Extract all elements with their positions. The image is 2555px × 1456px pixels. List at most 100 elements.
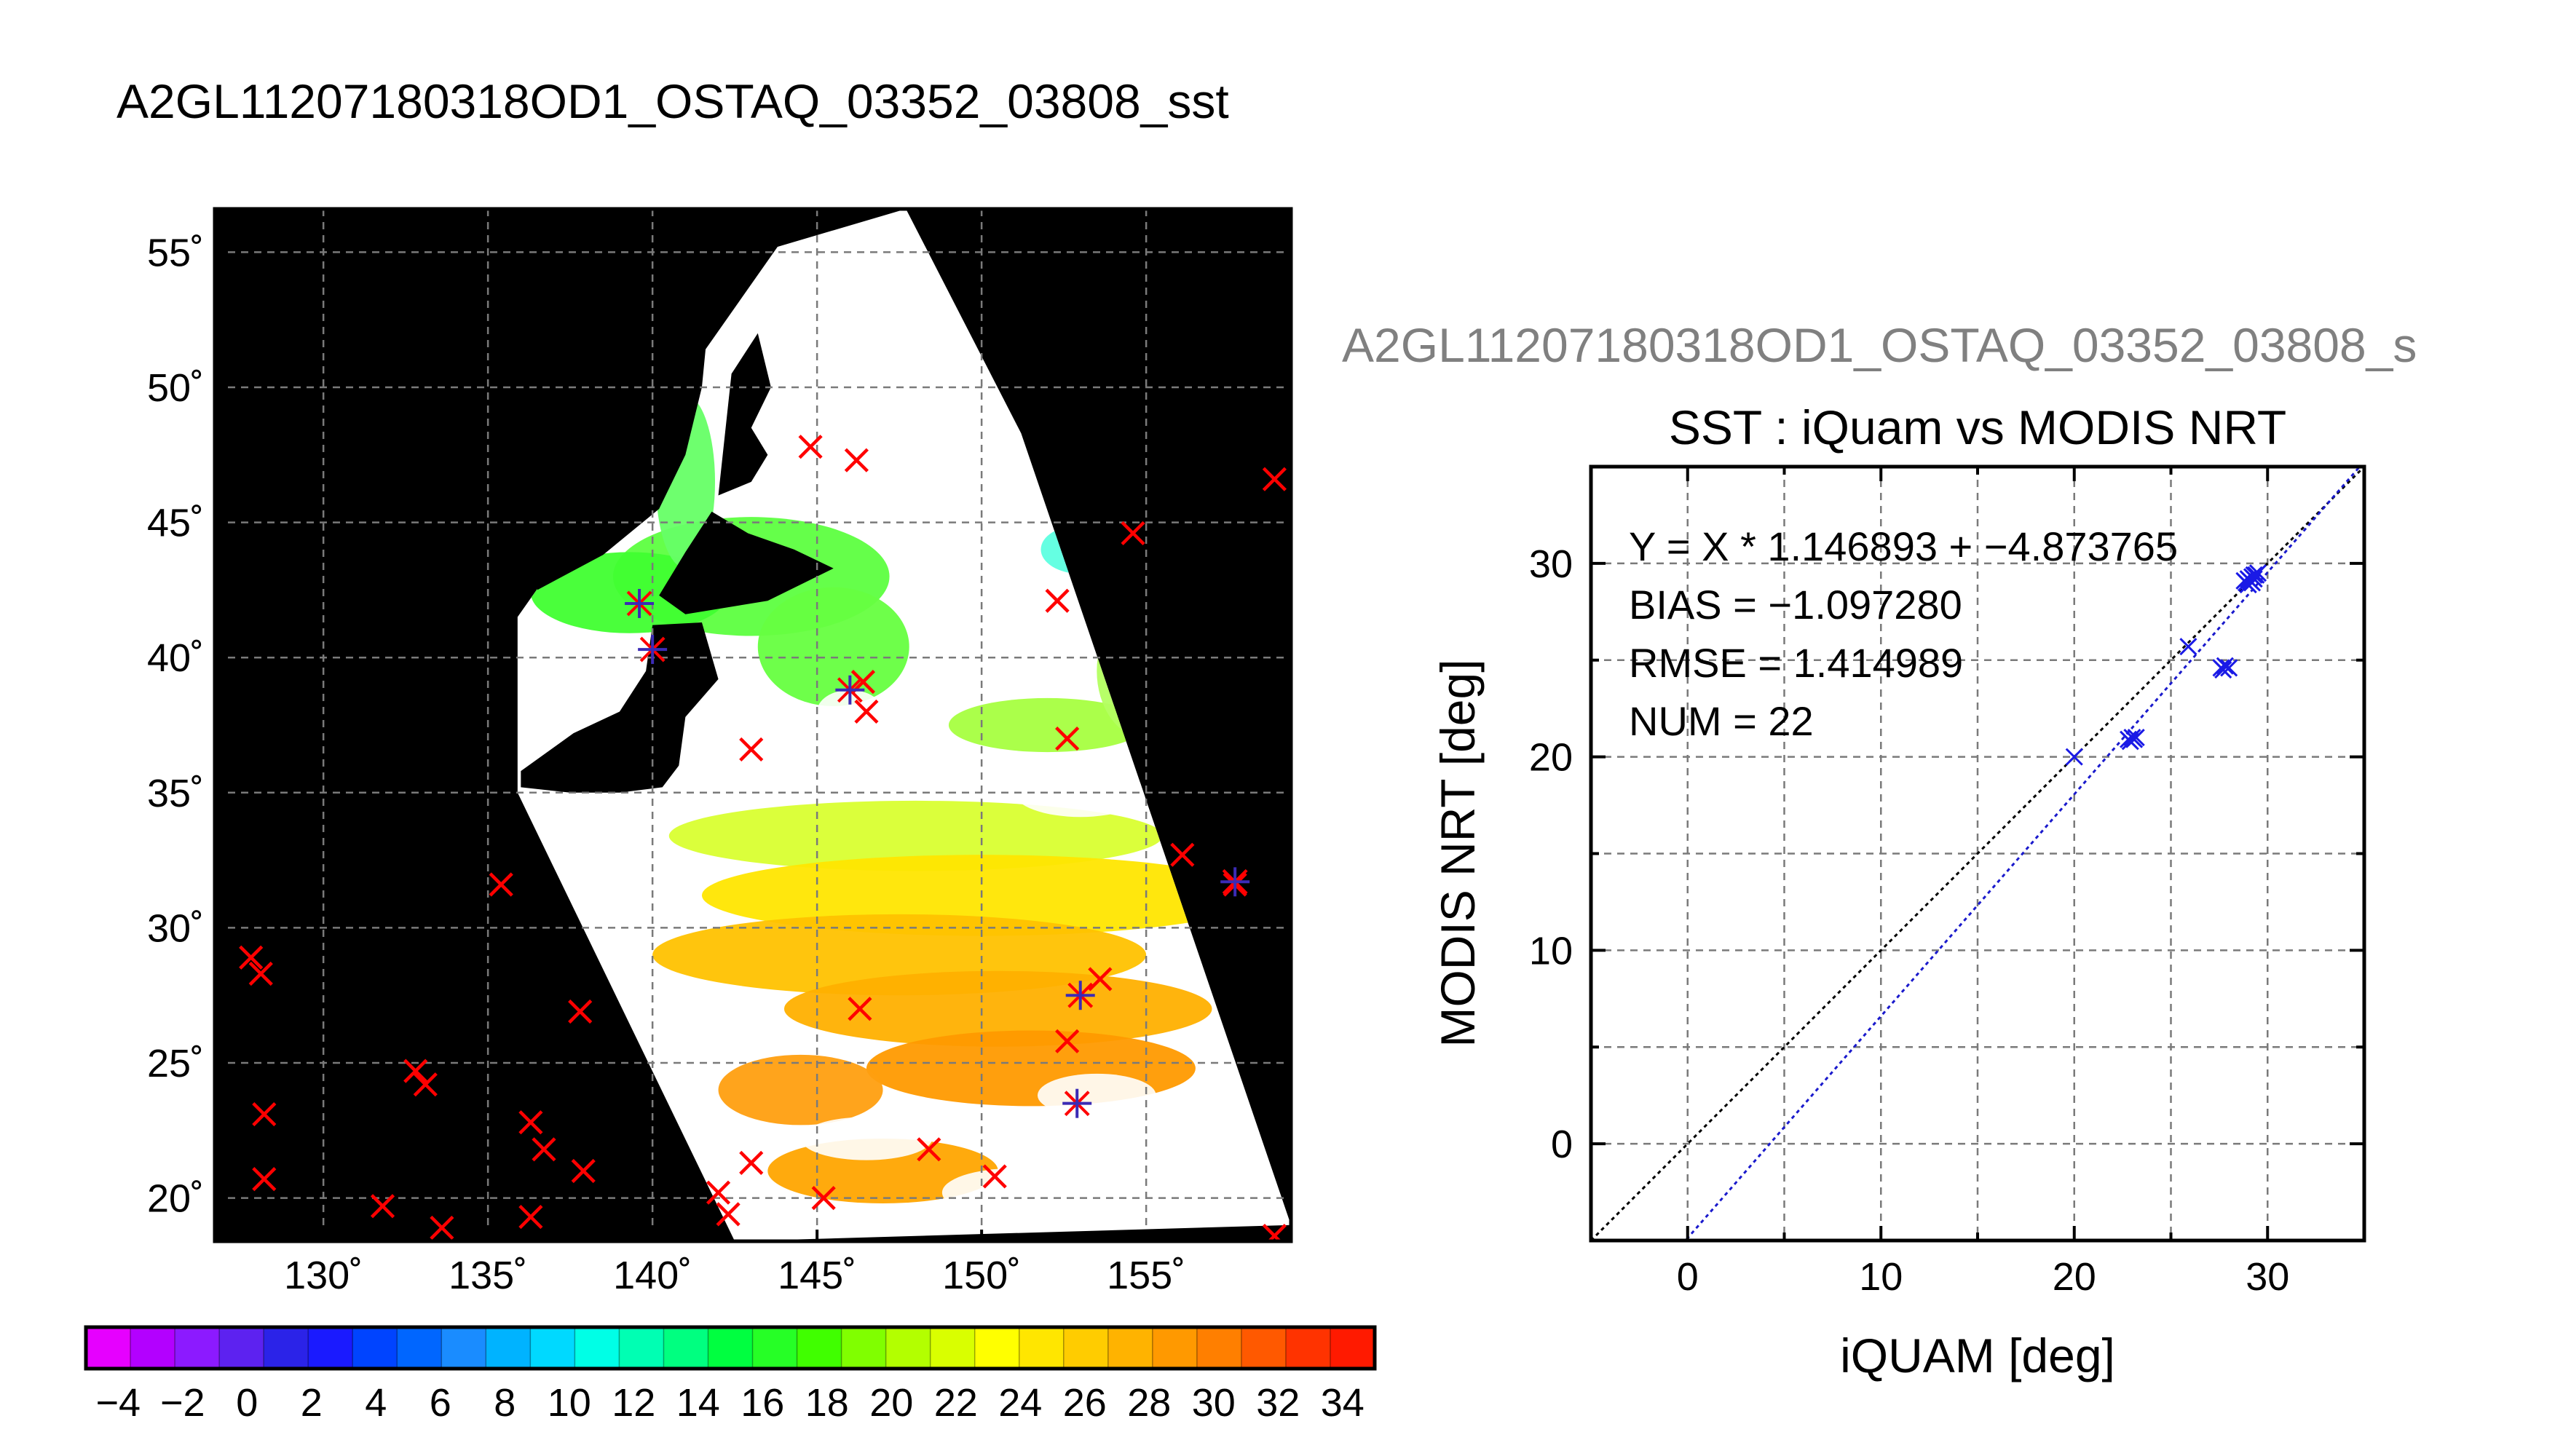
match-marker <box>982 1164 1007 1189</box>
colorbar-cell <box>752 1327 798 1369</box>
colorbar-tick-label: 32 <box>1256 1381 1300 1425</box>
colorbar-cell <box>663 1327 709 1369</box>
match-marker <box>1055 1029 1080 1053</box>
map-y-ticks: 20˚ 25˚ 30˚ 35˚ 40˚ 45˚ 50˚ 55˚ <box>147 231 226 1221</box>
sst-blob <box>948 697 1147 753</box>
rmse-text: RMSE = 1.414989 <box>1629 640 1963 686</box>
colorbar-cell <box>574 1327 620 1369</box>
colorbar-tick-label: 4 <box>365 1381 387 1425</box>
map-grid <box>215 209 1291 1241</box>
colorbar-tick-label: 12 <box>612 1381 655 1425</box>
scatter-point <box>2179 638 2197 656</box>
map-x-tick-label: 150˚ <box>942 1254 1021 1297</box>
colorbar-tick-label: 34 <box>1321 1381 1365 1425</box>
match-marker <box>413 1072 438 1097</box>
map-x-tick-label: 155˚ <box>1107 1254 1185 1297</box>
colorbar-cell <box>1063 1327 1109 1369</box>
map-y-tick-label: 25˚ <box>147 1042 204 1085</box>
scatter-point <box>2214 660 2232 679</box>
match-marker <box>370 1194 395 1219</box>
land-layer <box>521 295 834 793</box>
colorbar-cell <box>441 1327 487 1369</box>
colorbar-frame <box>84 1325 1377 1371</box>
map-x-tick-label: 145˚ <box>778 1254 856 1297</box>
colorbar-cell <box>352 1327 398 1369</box>
match-marker <box>1055 726 1080 751</box>
map-markers <box>239 435 1287 1241</box>
map-y-tick-label: 35˚ <box>147 772 204 815</box>
map-x-tick-label: 135˚ <box>449 1254 527 1297</box>
map-x-tick-label: 140˚ <box>613 1254 692 1297</box>
match-marker-overlap <box>1220 867 1250 897</box>
colorbar-cell <box>219 1327 264 1369</box>
match-marker <box>798 435 823 459</box>
map-y-tick-label: 50˚ <box>147 366 204 410</box>
map-frame <box>213 207 1293 1243</box>
match-marker-overlap <box>1065 981 1095 1010</box>
sst-blob <box>757 587 909 707</box>
match-marker-overlap <box>835 675 865 705</box>
colorbar-tick-label: 26 <box>1063 1381 1107 1425</box>
colorbar-tick-label: 6 <box>430 1381 451 1425</box>
match-marker <box>1121 521 1145 546</box>
colorbar-cell <box>708 1327 754 1369</box>
scatter-points <box>2065 564 2267 766</box>
match-marker-overlap <box>1062 1088 1092 1118</box>
colorbar-tick-label: 18 <box>805 1381 849 1425</box>
scatter-ticks: 0 10 20 30 0 10 20 30 <box>1529 467 2364 1299</box>
scatter-y-tick-label: 0 <box>1551 1123 1573 1166</box>
colorbar-tick-label: 2 <box>301 1381 323 1425</box>
match-marker <box>739 1150 764 1175</box>
scatter-title: SST : iQuam vs MODIS NRT <box>1669 400 2286 454</box>
colorbar-cell <box>930 1327 976 1369</box>
colorbar-cell <box>1196 1327 1242 1369</box>
match-marker <box>854 699 879 724</box>
colorbar-cell <box>1285 1327 1331 1369</box>
colorbar-cell <box>130 1327 175 1369</box>
land-mask <box>718 333 771 496</box>
colorbar-cell <box>1152 1327 1198 1369</box>
map-y-tick-label: 30˚ <box>147 906 204 950</box>
colorbar-tick-label: 0 <box>236 1381 258 1425</box>
match-marker-overlap <box>638 635 668 665</box>
match-marker <box>1045 588 1070 613</box>
colorbar-cell <box>974 1327 1020 1369</box>
scatter-y-tick-label: 20 <box>1529 736 1573 780</box>
map-y-tick-label: 45˚ <box>147 502 204 545</box>
match-marker <box>489 872 513 897</box>
colorbar-tick-label: 24 <box>998 1381 1042 1425</box>
colorbar-cell <box>1241 1327 1287 1369</box>
colorbar-cell <box>1107 1327 1153 1369</box>
cloud-patch <box>800 1117 933 1160</box>
colorbar-tick-label: 8 <box>494 1381 516 1425</box>
colorbar-tick-label: 16 <box>741 1381 784 1425</box>
figure-title: A2GL11207180318OD1_OSTAQ_03352_03808_sst <box>117 74 1229 128</box>
match-marker <box>568 999 593 1024</box>
match-marker <box>739 737 764 761</box>
colorbar-cell <box>86 1327 131 1369</box>
cloud-patch <box>925 384 1005 423</box>
match-marker <box>252 1101 277 1127</box>
identity-line <box>1591 467 2364 1241</box>
scatter-x-label: iQUAM [deg] <box>1840 1329 2115 1382</box>
map-y-tick-label: 40˚ <box>147 636 204 680</box>
map-x-tick-label: 130˚ <box>284 1254 363 1297</box>
scatter-point <box>2220 659 2238 677</box>
colorbar-cell <box>530 1327 576 1369</box>
colorbar-tick-label: −2 <box>160 1381 205 1425</box>
colorbar-tick-label: 28 <box>1127 1381 1171 1425</box>
cloud-patch <box>783 320 883 369</box>
match-marker <box>430 1215 454 1241</box>
sst-map: 130˚ 135˚ 140˚ 145˚ 150˚ 155˚ 20˚ 25˚ 30˚ 35˚ 40˚… <box>147 207 1293 1297</box>
cloud-patch <box>817 689 883 734</box>
cloud-patch <box>1037 1073 1156 1117</box>
colorbar-cell <box>264 1327 309 1369</box>
regression-text: Y = X * 1.146893 + −4.873765 <box>1629 523 2178 569</box>
scatter-x-tick-label: 10 <box>1859 1255 1903 1299</box>
colorbar-tick-label: −4 <box>95 1381 141 1425</box>
match-marker <box>844 448 869 472</box>
colorbar-tick-label: 14 <box>676 1381 720 1425</box>
match-marker <box>518 1205 543 1230</box>
match-marker <box>1262 1223 1287 1241</box>
